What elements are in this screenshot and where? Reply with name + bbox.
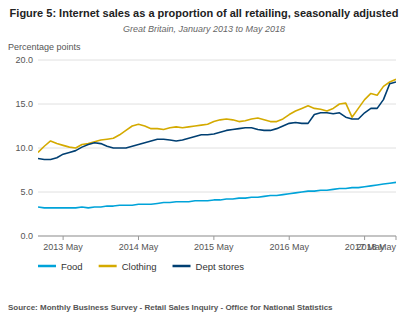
line: [38, 182, 396, 208]
line: [38, 82, 396, 159]
lines: [38, 79, 396, 207]
legend-label: Clothing: [122, 261, 157, 272]
y-tick-label: 15.0: [15, 99, 33, 109]
x-tick-label: 2015 May: [194, 242, 234, 252]
chart: Figure 5: Internet sales as a proportion…: [0, 0, 408, 320]
legend-swatch: [173, 265, 191, 268]
grid-line: [38, 148, 396, 149]
legend-swatch: [99, 265, 117, 268]
source: Source: Monthly Business Survey - Retail…: [8, 303, 333, 312]
x-tick-label: 2014 May: [119, 242, 159, 252]
y-tick-label: 20.0: [15, 55, 33, 65]
x-tick: [138, 236, 139, 240]
y-axis: 0.0 5.0 10.0 15.0 20.0: [15, 55, 396, 241]
x-tick-label: 2016 May: [269, 242, 309, 252]
x-tick: [63, 236, 64, 240]
x-tick-label: 2013 May: [43, 242, 83, 252]
grid-line: [38, 60, 396, 61]
legend: Food Clothing Dept stores: [38, 261, 244, 272]
legend-swatch: [38, 265, 56, 268]
x-tick-label: 2018 May: [356, 242, 396, 252]
x-tick: [396, 236, 397, 240]
legend-label: Dept stores: [196, 261, 245, 272]
line: [38, 79, 396, 152]
x-axis: 2013 May2014 May2015 May2016 May2017 May…: [43, 236, 396, 252]
y-tick-label: 5.0: [20, 187, 33, 197]
grid-line: [38, 236, 396, 237]
y-axis-label: Percentage points: [8, 42, 81, 52]
grid-line: [38, 192, 396, 193]
y-tick-label: 0.0: [20, 231, 33, 241]
x-axis-line: [38, 236, 396, 237]
x-tick: [289, 236, 290, 240]
subtitle: Great Britain, January 2013 to May 2018: [123, 24, 285, 34]
x-tick: [364, 236, 365, 240]
y-tick-label: 10.0: [15, 143, 33, 153]
legend-label: Food: [61, 261, 83, 272]
x-tick: [213, 236, 214, 240]
title: Figure 5: Internet sales as a proportion…: [10, 7, 399, 19]
